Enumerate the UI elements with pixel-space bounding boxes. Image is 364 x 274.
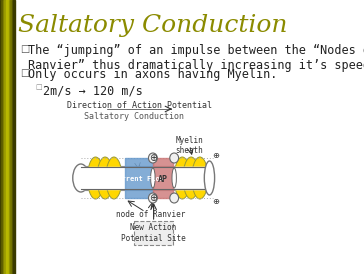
Ellipse shape — [174, 157, 190, 199]
Text: Myelin
sheath: Myelin sheath — [176, 136, 203, 155]
Ellipse shape — [87, 157, 104, 199]
Text: Direction of Action Potential: Direction of Action Potential — [67, 101, 212, 110]
Text: node of Ranvier: node of Ranvier — [116, 210, 185, 219]
Text: □: □ — [21, 44, 30, 54]
Ellipse shape — [204, 161, 215, 195]
Ellipse shape — [97, 157, 113, 199]
Ellipse shape — [151, 168, 155, 188]
Ellipse shape — [170, 153, 179, 163]
Text: Saltatory Conduction: Saltatory Conduction — [84, 112, 185, 121]
Bar — [9, 0, 10, 274]
Text: New Action
Potential Site: New Action Potential Site — [121, 223, 186, 243]
Ellipse shape — [149, 153, 157, 163]
Bar — [125, 158, 153, 198]
Ellipse shape — [192, 157, 208, 199]
Ellipse shape — [170, 193, 179, 203]
Ellipse shape — [73, 164, 89, 192]
Text: ⊕: ⊕ — [149, 193, 157, 203]
Bar — [153, 158, 174, 198]
Text: The “jumping” of an impulse between the “Nodes of
Ranvier” thus dramatically inc: The “jumping” of an impulse between the … — [28, 44, 364, 72]
Text: □: □ — [21, 68, 30, 78]
Text: ⊕: ⊕ — [212, 150, 219, 159]
FancyBboxPatch shape — [134, 221, 173, 245]
Bar — [174, 167, 212, 189]
Text: 2m/s → 120 m/s: 2m/s → 120 m/s — [43, 84, 142, 97]
Ellipse shape — [183, 157, 199, 199]
Bar — [6, 0, 9, 274]
Bar — [81, 166, 209, 190]
Bar — [10, 0, 12, 274]
Text: □: □ — [35, 84, 42, 90]
Ellipse shape — [149, 193, 157, 203]
Text: ⊕: ⊕ — [212, 196, 219, 206]
Bar — [0, 0, 1, 274]
Bar — [3, 0, 4, 274]
Text: ⊕: ⊕ — [149, 153, 157, 163]
Bar — [1, 0, 3, 274]
Bar — [13, 0, 15, 274]
Text: Saltatory Conduction: Saltatory Conduction — [18, 14, 288, 37]
Bar — [12, 0, 13, 274]
Text: Only occurs in axons having Myelin.: Only occurs in axons having Myelin. — [28, 68, 277, 81]
Text: AP: AP — [158, 175, 168, 184]
Bar — [81, 167, 209, 189]
Text: Current Flow: Current Flow — [114, 176, 165, 182]
Ellipse shape — [172, 168, 177, 188]
Ellipse shape — [106, 157, 122, 199]
Bar — [4, 0, 6, 274]
